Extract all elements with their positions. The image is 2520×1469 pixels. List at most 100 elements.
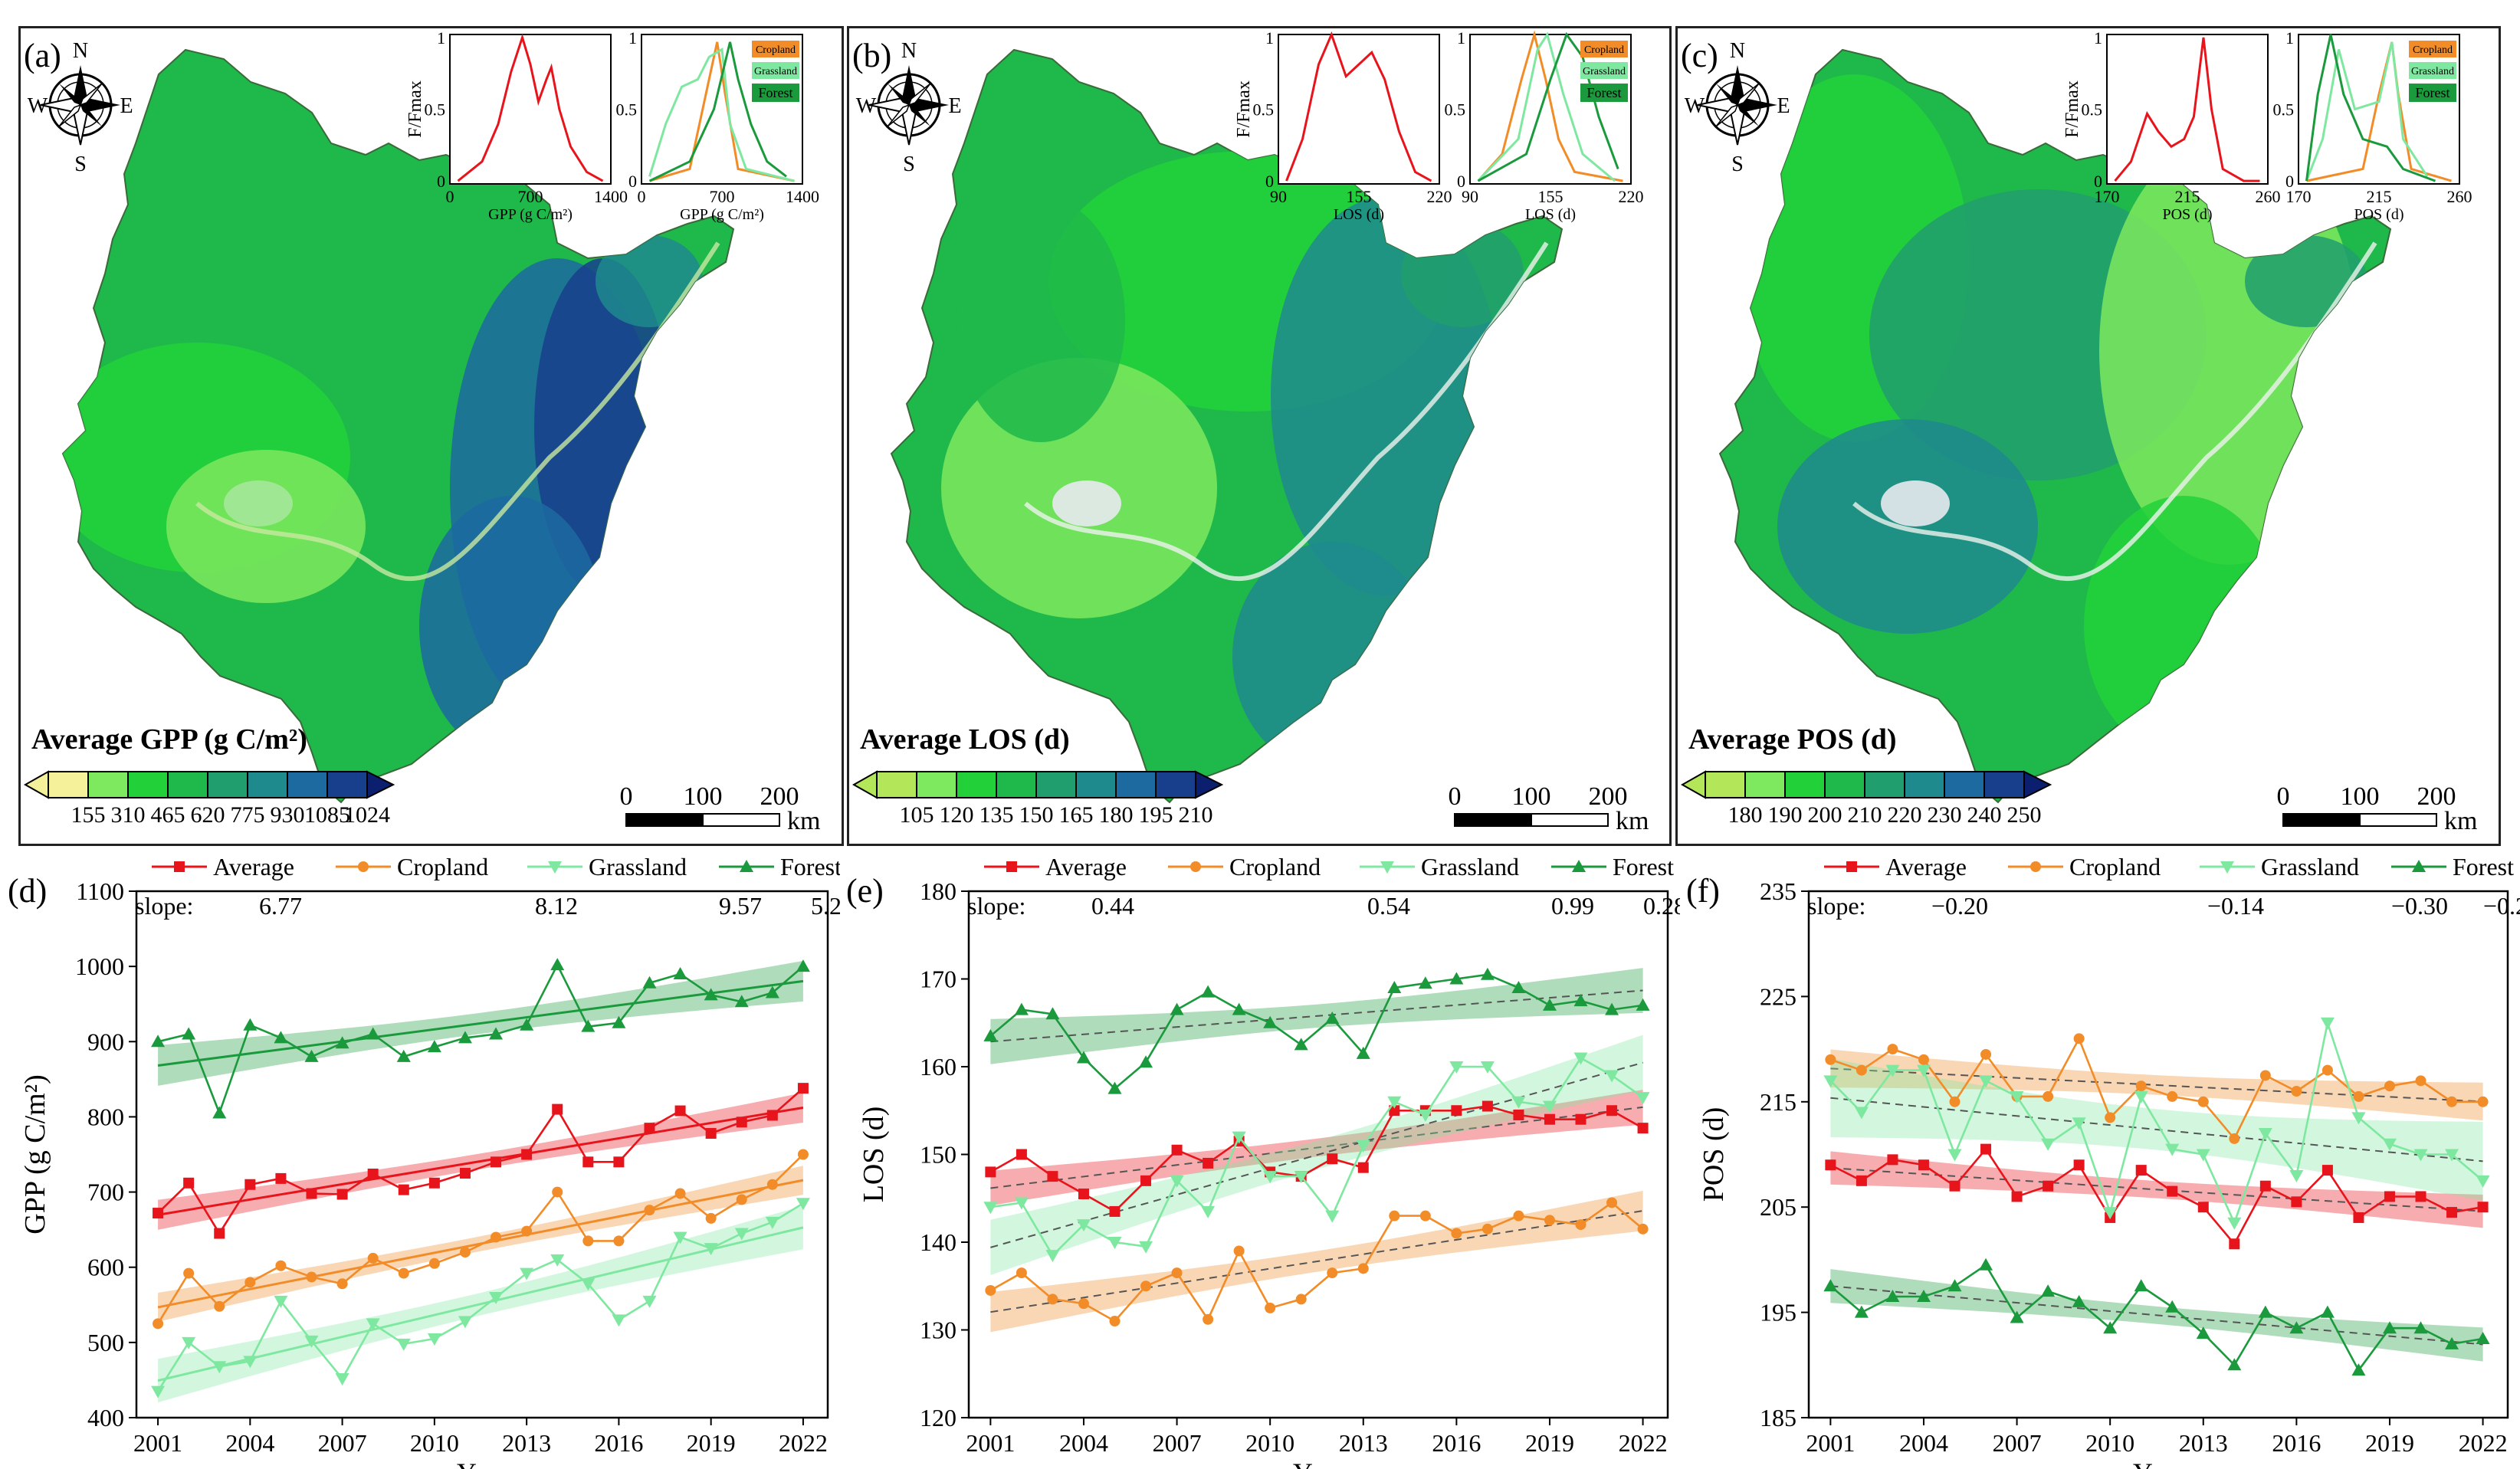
data-point-forest — [1480, 967, 1495, 980]
legend-label: Grassland — [2261, 853, 2359, 880]
y-tick-label: 120 — [920, 1404, 956, 1431]
data-point-cropland — [1295, 1294, 1307, 1305]
hist-curve-average — [2114, 37, 2260, 182]
region-zone — [419, 496, 603, 756]
hist-curve-cropland — [649, 41, 795, 182]
data-point-grassland — [1979, 1075, 1993, 1088]
data-point-forest — [458, 1031, 472, 1044]
scale-segment — [1454, 813, 1532, 827]
data-point-cropland — [1140, 1280, 1152, 1292]
data-point-average — [1575, 1113, 1586, 1125]
slope-value-cropland: −0.14 — [2207, 892, 2264, 920]
data-point-average — [985, 1166, 996, 1178]
data-point-cropland — [705, 1212, 717, 1224]
hist-xtick: 155 — [1347, 187, 1372, 206]
data-point-average — [2197, 1202, 2209, 1213]
hist-ylabel: F/Fmax — [1234, 80, 1254, 138]
data-point-forest — [1947, 1279, 1962, 1292]
slope-value-average: 0.44 — [1091, 892, 1134, 920]
hist-ytick: 1 — [2285, 28, 2294, 48]
data-point-average — [1389, 1105, 1400, 1117]
x-tick-label: 2022 — [779, 1429, 828, 1457]
data-point-forest — [1201, 985, 1216, 998]
legend-item-cropland: Cropland — [1168, 853, 1321, 880]
data-point-cropland — [1016, 1267, 1027, 1279]
data-point-cropland — [797, 1149, 809, 1160]
colorbar-segment — [1864, 771, 1905, 798]
region-zone — [956, 197, 1125, 442]
data-point-grassland — [2476, 1175, 2490, 1188]
data-point-average — [336, 1189, 348, 1200]
data-point-average — [1513, 1109, 1524, 1120]
data-point-forest — [2476, 1331, 2490, 1344]
hist-ytick: 1 — [1457, 28, 1465, 48]
data-point-grassland — [796, 1198, 810, 1211]
data-point-cropland — [2415, 1075, 2426, 1087]
data-point-cropland — [613, 1235, 625, 1247]
data-point-average — [644, 1123, 655, 1134]
hist-xlabel: GPP (g C/m²) — [488, 206, 573, 223]
x-tick-label: 2019 — [2365, 1429, 2414, 1457]
data-point-forest — [2010, 1310, 2024, 1323]
colorbar-segment — [996, 771, 1037, 798]
hist-ytick: 0.5 — [425, 100, 446, 120]
data-point-grassland — [1854, 1107, 1869, 1120]
legend-label: Average — [1045, 853, 1127, 880]
data-point-cropland — [2105, 1112, 2116, 1123]
data-point-average — [1481, 1100, 1493, 1112]
river-line — [195, 241, 720, 582]
legend-swatch-forest — [752, 84, 799, 102]
region-zone — [205, 166, 481, 350]
x-tick-label: 2004 — [225, 1429, 274, 1457]
data-point-cropland — [2384, 1080, 2395, 1092]
x-tick-label: 2016 — [1432, 1429, 1481, 1457]
legend-swatch-cropland — [1580, 41, 1628, 57]
data-point-forest — [2445, 1336, 2459, 1349]
hist-ylabel: F/Fmax — [405, 80, 425, 138]
colorbar-tick-label: 775 — [231, 802, 265, 828]
legend-label: Average — [1885, 853, 1967, 880]
hist-curve-cropland — [1477, 30, 1623, 182]
data-point-cropland — [1389, 1210, 1400, 1221]
data-point-cropland — [1451, 1228, 1462, 1239]
data-point-grassland — [1823, 1075, 1838, 1088]
data-point-cropland — [1171, 1267, 1183, 1279]
series-line-forest — [989, 973, 1643, 1090]
series-line-average — [1829, 1147, 2483, 1246]
data-point-grassland — [1885, 1064, 1900, 1077]
data-point-average — [1078, 1189, 1089, 1200]
y-tick-label: 225 — [1760, 982, 1796, 1010]
data-point-cropland — [1575, 1219, 1586, 1231]
colorbar-segment — [207, 771, 248, 798]
slope-value-grassland: −0.30 — [2391, 892, 2448, 920]
scale-segment — [2282, 813, 2361, 827]
data-point-grassland — [734, 1228, 749, 1241]
data-point-grassland — [458, 1316, 472, 1329]
colorbar-high-arrow — [1195, 770, 1224, 799]
chart-pos-trend: 185 195 205 215 225 235 2001 2004 2007 2010 2013 20… — [1686, 853, 2520, 1469]
data-point-forest — [1045, 1007, 1060, 1020]
hist-ytick: 0 — [628, 172, 637, 191]
data-point-cropland — [1078, 1298, 1089, 1310]
data-point-forest — [1107, 1081, 1122, 1094]
data-point-average — [582, 1156, 594, 1168]
scale-tick-label: 0 — [2277, 782, 2290, 811]
scale-unit-label: km — [1616, 807, 1649, 835]
data-point-grassland — [1170, 1175, 1184, 1188]
data-point-cropland — [214, 1300, 225, 1312]
colorbar-segment — [247, 771, 288, 798]
legend-swatch-cropland — [752, 41, 799, 57]
trend-line-grassland — [157, 1226, 804, 1382]
hist-xtick: 215 — [2367, 187, 2392, 206]
x-tick-label: 2013 — [2179, 1429, 2228, 1457]
data-point-average — [705, 1128, 717, 1139]
colorbar-high-arrow — [366, 770, 395, 799]
data-point-forest — [2289, 1321, 2304, 1334]
hist-ytick: 0 — [2094, 172, 2102, 191]
data-point-average — [1327, 1153, 1338, 1165]
data-point-grassland — [1418, 1109, 1432, 1122]
data-point-grassland — [2134, 1090, 2148, 1103]
data-point-average — [1918, 1159, 1929, 1171]
